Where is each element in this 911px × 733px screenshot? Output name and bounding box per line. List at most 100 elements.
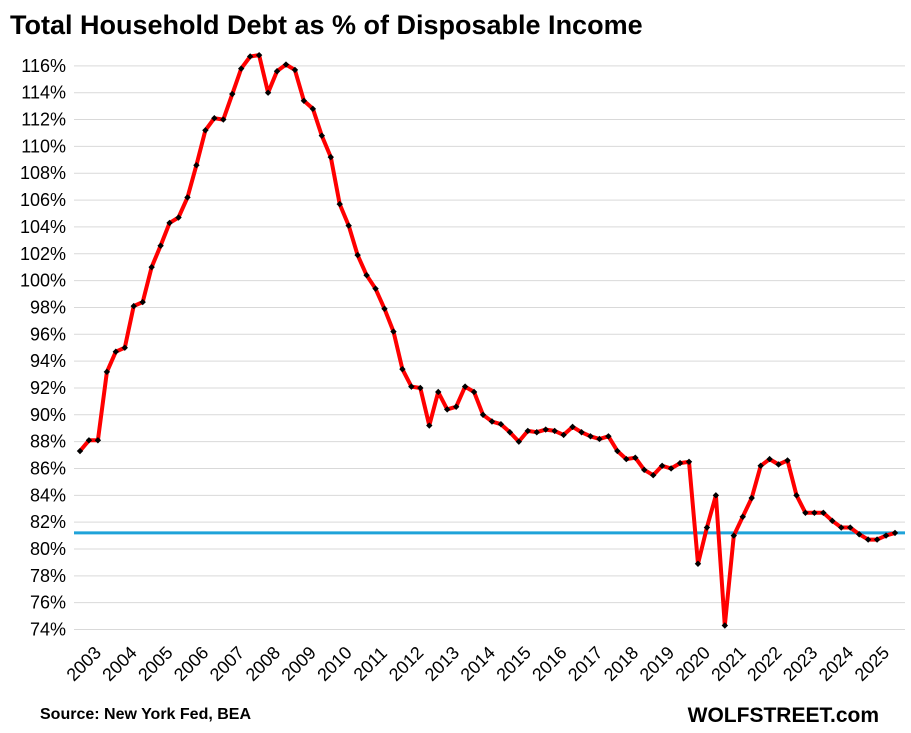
data-point bbox=[712, 492, 720, 499]
x-tick-label: 2022 bbox=[743, 643, 785, 685]
data-point bbox=[784, 457, 791, 464]
x-axis-tick-labels: 2003200420052006200720082009201020112012… bbox=[63, 643, 894, 685]
source-note: Source: New York Fed, BEA bbox=[40, 706, 252, 723]
data-point bbox=[85, 437, 93, 444]
data-point bbox=[766, 455, 773, 463]
y-tick-label: 86% bbox=[30, 458, 66, 478]
data-point bbox=[569, 423, 576, 431]
data-point bbox=[542, 426, 549, 433]
y-tick-label: 84% bbox=[30, 485, 66, 505]
data-point bbox=[605, 433, 612, 440]
y-tick-label: 110% bbox=[21, 136, 66, 156]
data-point bbox=[282, 61, 290, 68]
data-point bbox=[855, 531, 863, 538]
data-point bbox=[623, 455, 630, 463]
gridlines bbox=[74, 65, 905, 631]
y-tick-label: 78% bbox=[30, 566, 66, 586]
x-tick-label: 2015 bbox=[492, 643, 534, 685]
data-point bbox=[238, 65, 245, 72]
data-point bbox=[452, 403, 460, 410]
x-tick-label: 2010 bbox=[313, 643, 355, 685]
data-point bbox=[649, 471, 657, 479]
data-point bbox=[417, 384, 424, 392]
series-line bbox=[78, 53, 897, 628]
y-tick-label: 108% bbox=[20, 163, 66, 183]
data-point bbox=[703, 524, 711, 531]
data-point bbox=[229, 90, 236, 98]
data-point bbox=[793, 492, 800, 499]
x-tick-label: 2005 bbox=[134, 643, 176, 685]
data-point bbox=[847, 524, 854, 531]
y-axis-tick-labels: 74% 76% 78% 80% 82% 84% 86% 88% 90% 92% 94% 96% 98% 1… bbox=[20, 56, 66, 640]
data-point bbox=[130, 302, 137, 310]
x-tick-label: 2011 bbox=[350, 643, 392, 685]
y-tick-label: 96% bbox=[30, 324, 66, 344]
x-tick-label: 2017 bbox=[564, 643, 606, 685]
data-point bbox=[139, 298, 146, 306]
data-point bbox=[291, 66, 299, 74]
data-point bbox=[175, 214, 182, 221]
data-point bbox=[148, 263, 155, 271]
data-point bbox=[479, 411, 487, 418]
data-point bbox=[658, 462, 666, 469]
x-tick-label: 2019 bbox=[636, 643, 678, 685]
data-point bbox=[408, 383, 415, 390]
data-point bbox=[202, 127, 209, 134]
data-point bbox=[461, 383, 469, 390]
x-tick-label: 2020 bbox=[672, 643, 714, 685]
data-point bbox=[399, 365, 406, 373]
data-point bbox=[220, 116, 227, 123]
data-point bbox=[112, 348, 120, 355]
data-point bbox=[193, 161, 200, 169]
data-point bbox=[363, 272, 370, 279]
y-tick-label: 104% bbox=[20, 217, 66, 237]
x-tick-label: 2007 bbox=[206, 643, 248, 685]
data-point bbox=[184, 194, 191, 201]
y-tick-label: 90% bbox=[30, 405, 66, 425]
x-tick-label: 2003 bbox=[63, 643, 105, 685]
data-point bbox=[757, 462, 764, 469]
x-tick-label: 2014 bbox=[457, 643, 499, 685]
data-point bbox=[596, 435, 603, 443]
data-point bbox=[309, 105, 317, 113]
data-point bbox=[157, 242, 164, 249]
data-point bbox=[667, 465, 675, 472]
data-point bbox=[443, 406, 451, 413]
data-point bbox=[506, 429, 514, 436]
data-point bbox=[864, 536, 872, 543]
data-point bbox=[838, 524, 845, 531]
brand-label: WOLFSTREET.com bbox=[687, 704, 879, 727]
x-tick-label: 2016 bbox=[528, 643, 570, 685]
data-point bbox=[748, 494, 755, 502]
data-point bbox=[211, 115, 218, 122]
data-point bbox=[721, 622, 729, 629]
data-point bbox=[676, 459, 684, 467]
data-point bbox=[470, 388, 478, 396]
data-point bbox=[273, 68, 281, 75]
data-point bbox=[829, 517, 836, 525]
data-point bbox=[578, 429, 585, 436]
data-point bbox=[435, 388, 442, 396]
x-tick-label: 2024 bbox=[815, 643, 857, 685]
data-point bbox=[255, 51, 263, 59]
y-tick-label: 100% bbox=[20, 271, 66, 291]
data-point bbox=[820, 509, 827, 516]
data-point bbox=[551, 427, 558, 435]
x-tick-label: 2023 bbox=[779, 643, 821, 685]
data-point bbox=[802, 509, 809, 516]
data-point bbox=[94, 437, 102, 444]
data-point bbox=[811, 509, 818, 516]
data-point bbox=[560, 431, 567, 439]
data-point bbox=[354, 251, 361, 259]
x-tick-label: 2012 bbox=[385, 643, 427, 685]
data-point bbox=[873, 536, 881, 543]
data-point bbox=[882, 532, 890, 539]
x-tick-label: 2008 bbox=[242, 643, 284, 685]
data-point bbox=[76, 447, 84, 455]
data-point bbox=[372, 285, 379, 292]
data-point bbox=[390, 328, 397, 335]
y-tick-label: 102% bbox=[20, 244, 66, 264]
data-point bbox=[587, 433, 594, 440]
data-point bbox=[318, 132, 326, 139]
